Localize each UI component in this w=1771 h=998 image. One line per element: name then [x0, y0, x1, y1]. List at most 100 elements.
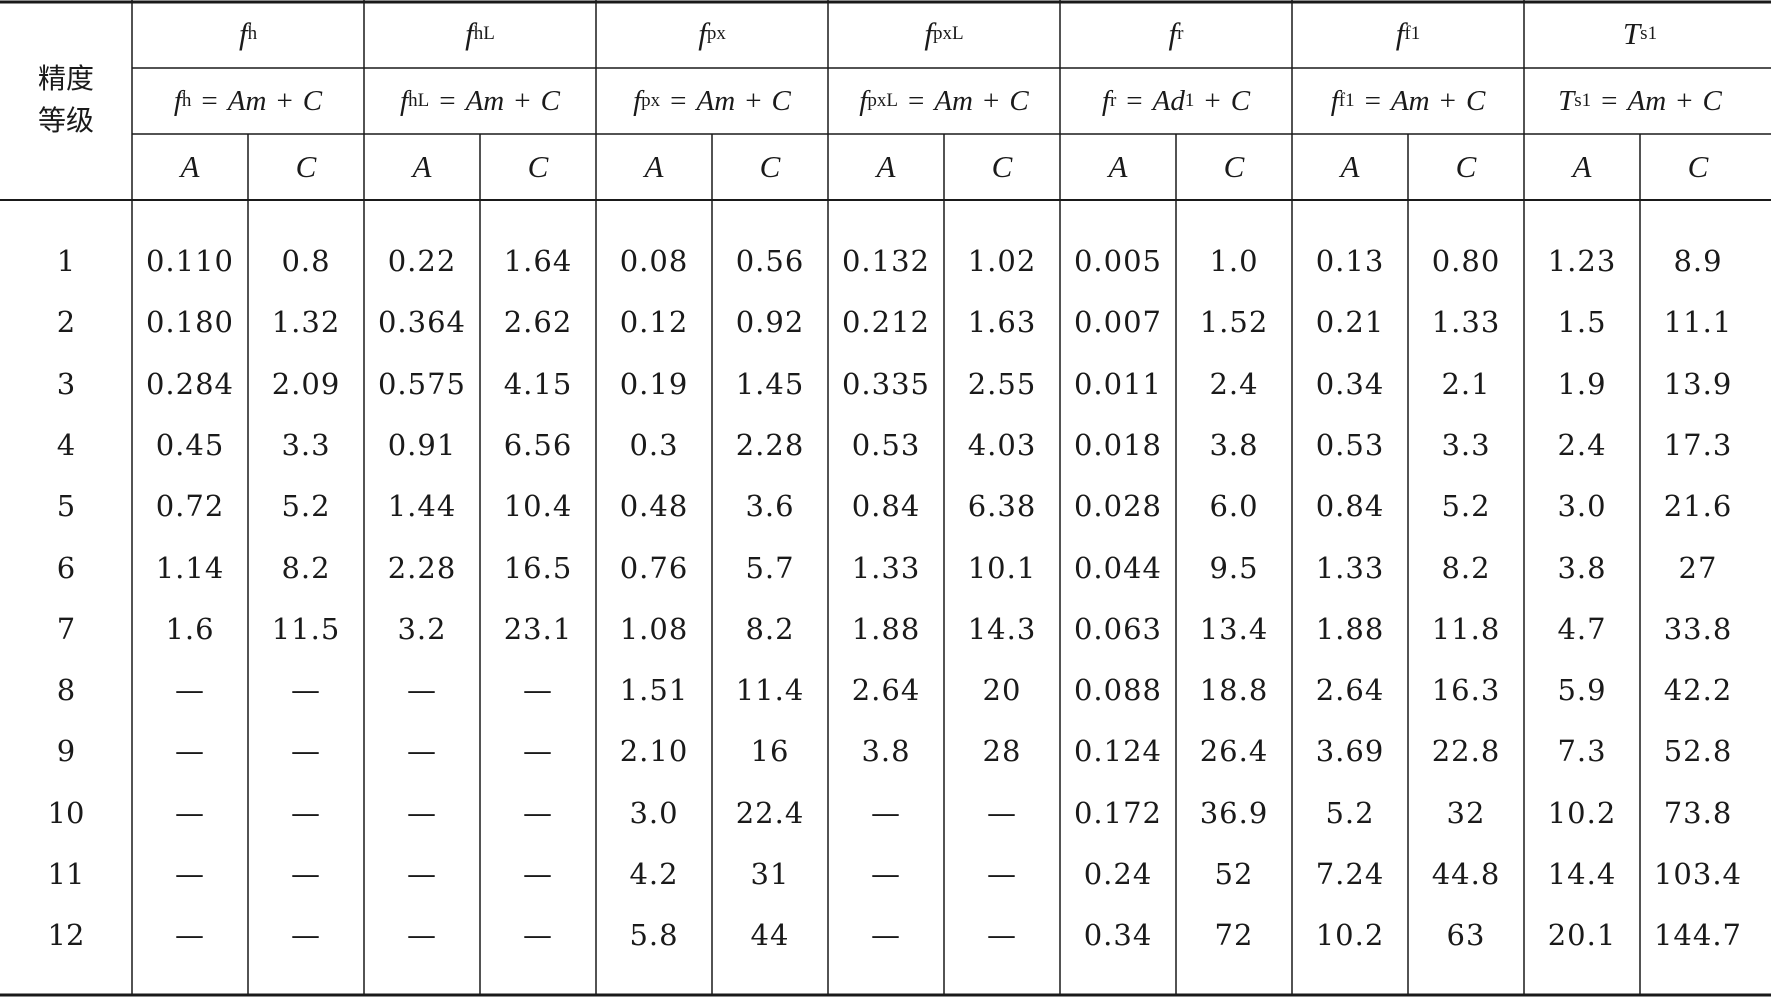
- formula-pxL: f pxL = Am + C: [828, 68, 1060, 134]
- formula-rhs: Am: [934, 84, 973, 117]
- table-cell: 1.52: [1199, 305, 1269, 340]
- group-symbol-subscript: f1: [1404, 23, 1421, 44]
- col-header-a: A: [644, 149, 664, 184]
- table-cell: 1.5: [1557, 305, 1607, 340]
- table-cell: —: [175, 673, 205, 708]
- table-cell: 52.8: [1663, 734, 1733, 769]
- formula-constant: C: [1230, 84, 1251, 117]
- table-cell: 0.53: [1315, 427, 1385, 462]
- table-cell: 44.8: [1431, 857, 1501, 891]
- table-cell: 0.124: [1073, 734, 1163, 769]
- table-cell: 6.0: [1209, 489, 1259, 524]
- table-cell: 6.56: [503, 427, 573, 462]
- table-cell: —: [987, 918, 1017, 953]
- table-cell: 2.28: [735, 427, 805, 462]
- group-header-f1: f f1: [1292, 0, 1524, 68]
- table-cell: 4.03: [967, 427, 1037, 462]
- table-cell: 0.34: [1315, 366, 1385, 401]
- table-cell: —: [987, 857, 1017, 891]
- group-symbol-subscript: hL: [473, 23, 495, 44]
- formula-plus: +: [514, 84, 531, 117]
- grade-header-line1: 精度: [37, 62, 94, 95]
- table-cell: 0.45: [155, 427, 225, 462]
- group-symbol: f: [698, 16, 707, 51]
- formula-equals: =: [1126, 84, 1143, 117]
- col-header-a: A: [876, 149, 896, 184]
- table-cell: 3.8: [1557, 550, 1607, 585]
- table-cell: 3.3: [281, 427, 331, 462]
- table-cell: 4.7: [1557, 611, 1607, 646]
- table-cell: 17.3: [1663, 427, 1733, 462]
- grade-cell: 1: [56, 244, 76, 278]
- grade-header-line2: 等级: [37, 104, 94, 137]
- table-cell: —: [871, 795, 901, 830]
- table-cell: 0.92: [735, 305, 805, 340]
- formula-lhs-subscript: f1: [1338, 90, 1355, 111]
- grade-cell: 10: [47, 795, 85, 830]
- table-cell: 2.4: [1557, 427, 1607, 462]
- table-cell: 8.9: [1673, 244, 1723, 278]
- group-symbol-subscript: h: [247, 23, 258, 44]
- table-cell: 3.0: [629, 795, 679, 830]
- table-cell: 5.7: [745, 550, 795, 585]
- group-symbol-subscript: pxL: [933, 23, 964, 44]
- table-cell: 18.8: [1199, 673, 1269, 708]
- col-header-c: C: [1455, 149, 1477, 184]
- table-cell: 11.1: [1663, 305, 1733, 340]
- formula-equals: =: [439, 84, 456, 117]
- table-cell: —: [291, 918, 321, 953]
- table-cell: 4.2: [629, 857, 679, 891]
- table-cell: 1.23: [1547, 244, 1617, 278]
- table-cell: 10.2: [1547, 795, 1617, 830]
- table-cell: 4.15: [503, 366, 573, 401]
- grade-cell: 9: [56, 734, 76, 769]
- col-header-a: A: [1572, 149, 1592, 184]
- table-cell: 7.24: [1315, 857, 1385, 891]
- table-cell: —: [523, 673, 553, 708]
- table-cell: 1.44: [387, 489, 457, 524]
- formula-lhs: f: [173, 84, 182, 117]
- grade-cell: 6: [56, 550, 76, 585]
- table-cell: 0.91: [387, 427, 457, 462]
- formula-lhs-subscript: s1: [1574, 90, 1592, 111]
- table-cell: 14.3: [967, 611, 1037, 646]
- table-cell: 1.33: [851, 550, 921, 585]
- formula-lhs-subscript: h: [181, 90, 192, 111]
- table-cell: 5.2: [1325, 795, 1375, 830]
- formula-lhs: f: [1101, 84, 1110, 117]
- table-cell: 16.5: [503, 550, 573, 585]
- table-cell: —: [291, 795, 321, 830]
- grade-cell: 2: [56, 305, 76, 340]
- table-cell: 0.110: [145, 244, 235, 278]
- table-cell: 0.22: [387, 244, 457, 278]
- table-cell: —: [175, 918, 205, 953]
- table-cell: 0.335: [841, 366, 931, 401]
- table-cell: 2.10: [619, 734, 689, 769]
- table-cell: 3.69: [1315, 734, 1385, 769]
- table-cell: —: [407, 734, 437, 769]
- table-cell: 1.32: [271, 305, 341, 340]
- table-cell: 3.6: [745, 489, 795, 524]
- col-header-c: C: [991, 149, 1013, 184]
- table-cell: 5.2: [281, 489, 331, 524]
- formula-lhs-subscript: hL: [408, 90, 430, 111]
- table-cell: 7.3: [1557, 734, 1607, 769]
- table-cell: 1.63: [967, 305, 1037, 340]
- grade-cell: 5: [56, 489, 76, 524]
- formula-constant: C: [1009, 84, 1029, 117]
- col-header-c: C: [527, 149, 549, 184]
- table-cell: —: [291, 734, 321, 769]
- table-cell: 0.21: [1315, 305, 1385, 340]
- formula-plus: +: [745, 84, 762, 117]
- formula-h: f h = Am + C: [132, 68, 364, 134]
- table-cell: 0.19: [619, 366, 689, 401]
- grade-cell: 7: [56, 611, 76, 646]
- formula-lhs: f: [400, 84, 409, 117]
- table-cell: —: [523, 857, 553, 891]
- table-cell: 10.2: [1315, 918, 1385, 953]
- table-cell: 1.33: [1315, 550, 1385, 585]
- formula-equals: =: [1601, 84, 1618, 117]
- table-cell: 103.4: [1653, 857, 1743, 891]
